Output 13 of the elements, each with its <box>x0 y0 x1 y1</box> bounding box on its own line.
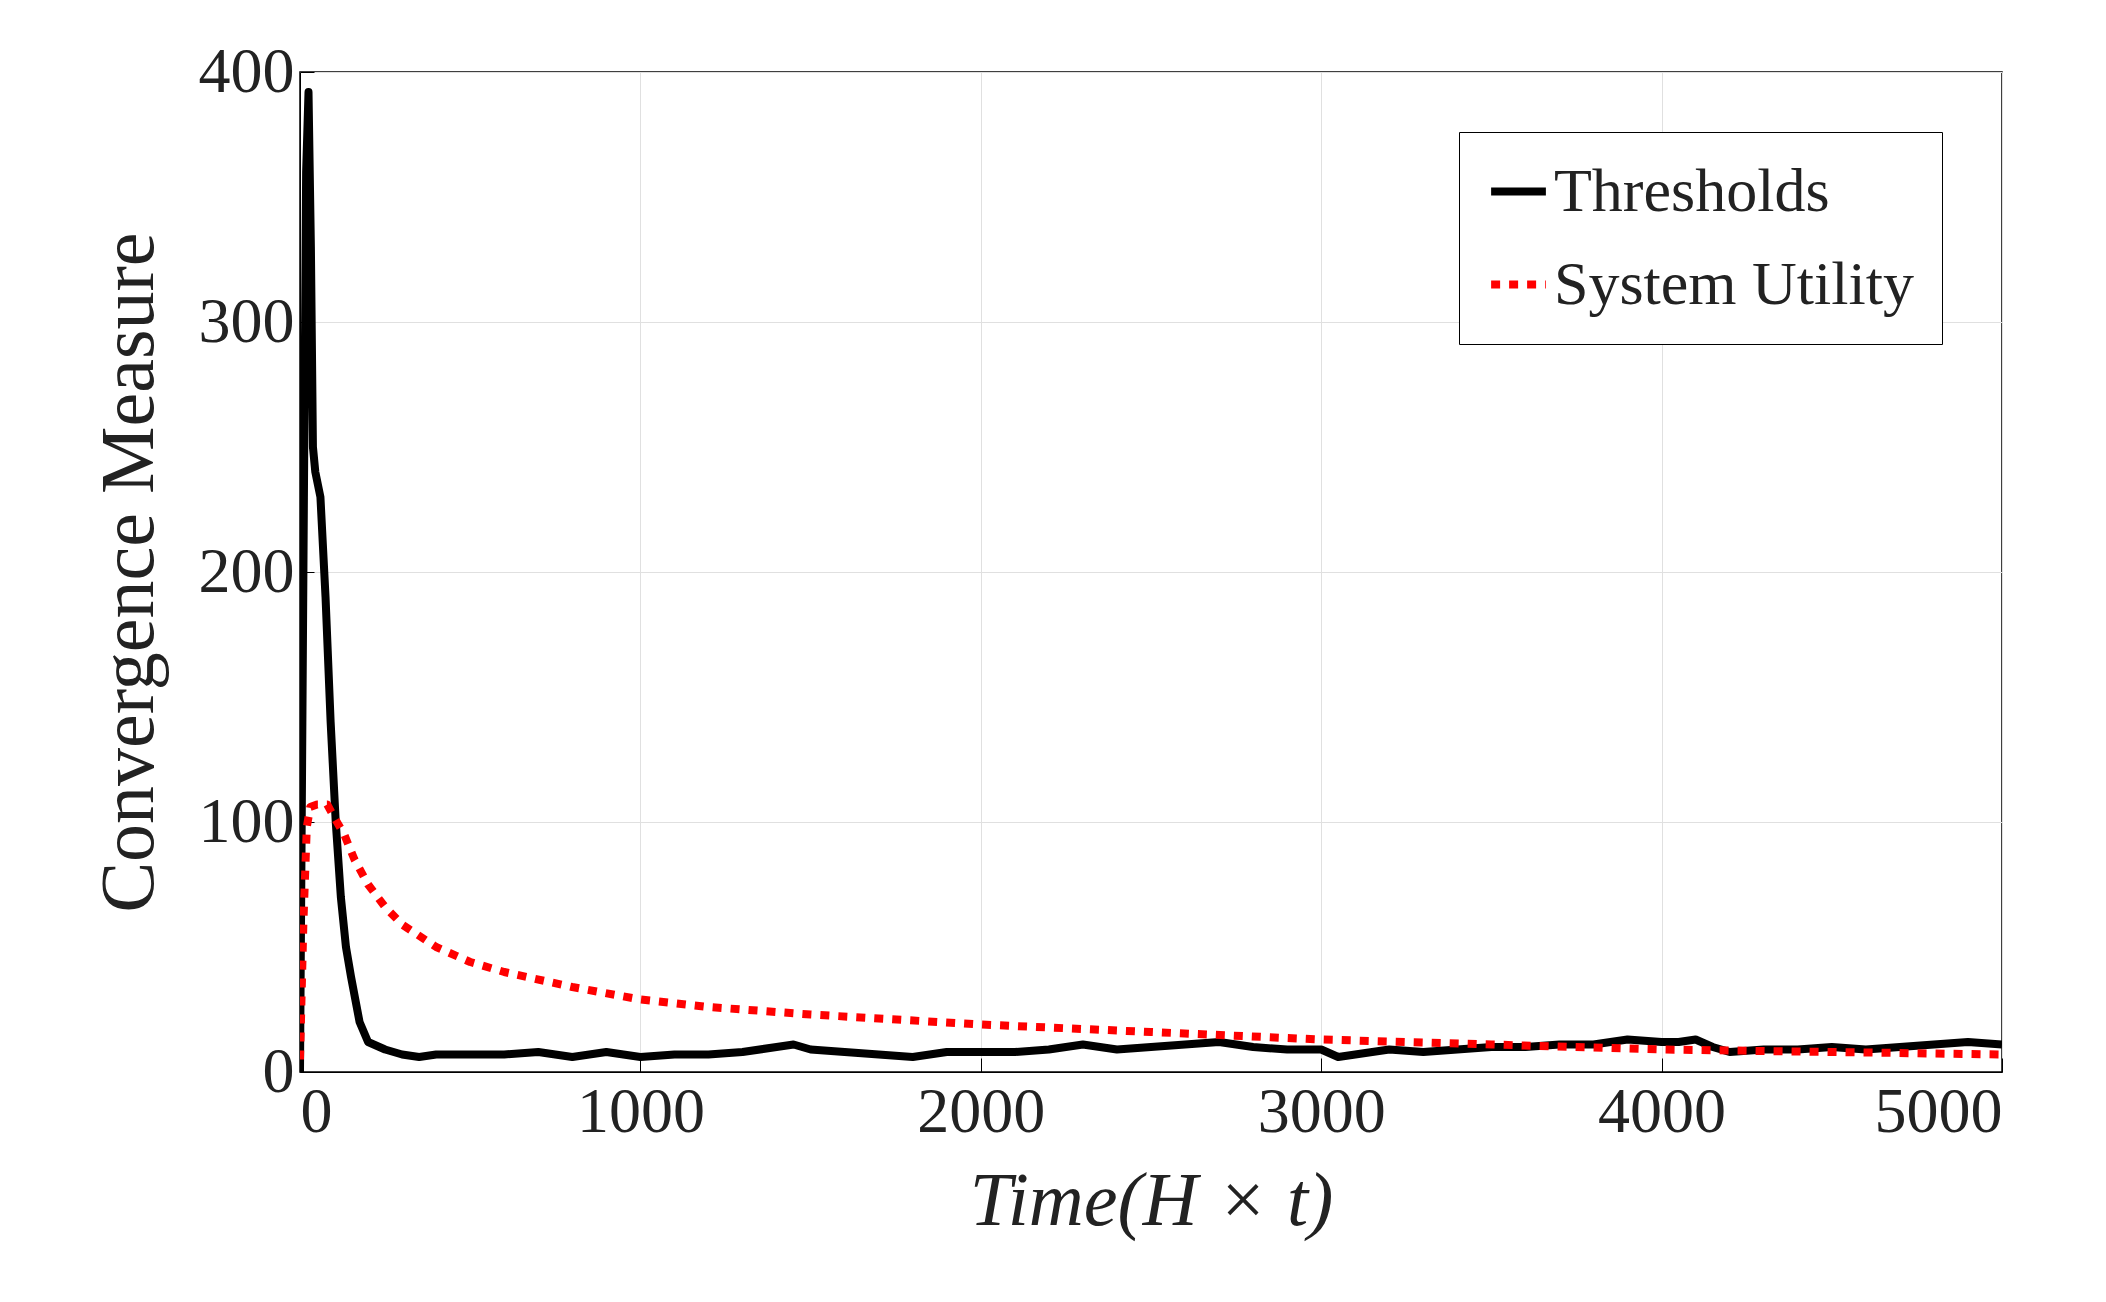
x-tick-label: 2000 <box>917 1074 1046 1146</box>
y-tick-label: 300 <box>198 284 295 356</box>
y-tick-label: 400 <box>198 34 295 106</box>
x-tick-label: 5000 <box>1874 1074 2003 1146</box>
y-tick-label: 100 <box>198 784 295 856</box>
x-tick-label: 3000 <box>1257 1074 1386 1146</box>
y-tick-label: 200 <box>198 534 295 606</box>
x-tick-label: 1000 <box>576 1074 705 1146</box>
x-axis-title: Time(H × t) <box>969 1156 1334 1242</box>
x-tick-label: 4000 <box>1598 1074 1727 1146</box>
legend-label: Thresholds <box>1554 155 1830 224</box>
legend-label: System Utility <box>1554 248 1914 317</box>
y-axis-title: Convergence Measure <box>84 232 169 913</box>
